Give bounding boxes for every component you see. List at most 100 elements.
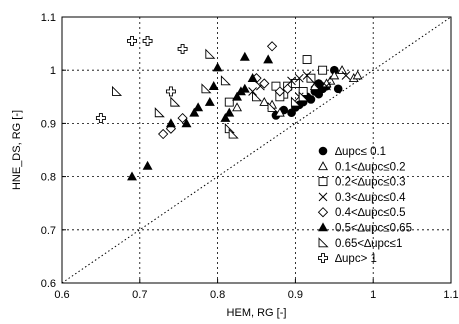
data-point-series-7 xyxy=(290,96,301,107)
data-point-series-2 xyxy=(274,107,285,117)
data-point-series-6 xyxy=(263,54,274,64)
data-point-series-4 xyxy=(287,76,296,86)
data-point-series-8 xyxy=(165,86,176,97)
data-point-series-6 xyxy=(235,86,246,96)
reference-line-y-equals-x xyxy=(61,16,452,284)
data-point-series-4 xyxy=(294,73,304,83)
data-point-series-6 xyxy=(193,102,204,112)
data-point-series-7 xyxy=(170,96,181,107)
legend-label-8: ∆upc> 1 xyxy=(335,253,377,265)
legend-marker-5 xyxy=(317,207,329,218)
y-tick-label: 1 xyxy=(50,65,56,77)
data-point-series-3 xyxy=(298,87,308,96)
data-point-series-7 xyxy=(220,75,231,86)
data-point-series-6 xyxy=(232,91,243,101)
y-tick-label: 0.7 xyxy=(41,225,56,237)
data-point-series-6 xyxy=(127,171,137,181)
data-point-series-6 xyxy=(142,160,153,170)
data-point-series-5 xyxy=(259,78,270,89)
legend-marker-1 xyxy=(318,146,328,156)
x-tick-label: 1 xyxy=(370,289,376,301)
legend-label-3: 0.2<∆upc≤0.3 xyxy=(335,177,406,189)
data-point-series-4 xyxy=(314,84,324,94)
data-point-series-8 xyxy=(127,35,137,46)
x-tick-label: 0.9 xyxy=(288,289,303,301)
data-point-series-6 xyxy=(181,118,192,128)
data-point-series-2 xyxy=(337,65,348,75)
data-point-series-4 xyxy=(302,71,312,80)
data-point-series-5 xyxy=(274,86,285,97)
data-point-series-4 xyxy=(310,79,320,88)
data-point-series-1 xyxy=(306,95,316,104)
legend-marker-8 xyxy=(318,253,328,264)
data-point-series-4 xyxy=(341,71,351,80)
data-point-series-1 xyxy=(333,84,343,94)
y-axis-label: HNE_DS, RG [-] xyxy=(11,110,23,190)
data-point-series-5 xyxy=(158,128,169,140)
data-point-series-6 xyxy=(247,73,258,82)
data-point-series-6 xyxy=(189,107,200,117)
legend-label-6: 0.5<∆upc≤0.65 xyxy=(335,223,412,235)
y-tick-label: 0.9 xyxy=(41,118,56,130)
data-point-series-2 xyxy=(259,96,270,106)
y-tick-label: 0.6 xyxy=(41,278,56,290)
data-point-series-2 xyxy=(232,102,243,112)
data-point-series-3 xyxy=(290,79,300,88)
data-point-series-7 xyxy=(201,83,212,94)
grid-lines xyxy=(62,17,451,283)
axis-ticks: 0.6 0.7 0.8 0.9 1 1.1 0.6 0.7 0.8 0.9 1 1.1 xyxy=(41,12,459,301)
legend-label-4: 0.3<∆upc≤0.4 xyxy=(335,192,406,204)
data-point-series-2 xyxy=(352,70,363,80)
data-point-series-7 xyxy=(205,48,216,59)
data-point-series-7 xyxy=(154,107,165,118)
data-point-series-8 xyxy=(142,35,153,46)
data-point-series-7 xyxy=(228,128,239,139)
legend-label-1: ∆upc≤ 0.1 xyxy=(335,146,386,158)
data-point-series-5 xyxy=(266,41,278,52)
data-point-series-6 xyxy=(212,62,223,72)
data-point-series-6 xyxy=(224,107,235,117)
data-point-series-3 xyxy=(302,55,312,65)
legend-marker-6 xyxy=(318,222,328,232)
data-point-series-4 xyxy=(322,81,331,91)
data-point-series-5 xyxy=(282,83,293,94)
data-points xyxy=(95,35,363,181)
data-point-series-7 xyxy=(252,91,263,102)
data-point-series-5 xyxy=(177,112,188,124)
y-tick-label: 0.8 xyxy=(41,172,56,184)
x-tick-label: 0.8 xyxy=(210,289,225,301)
legend-label-5: 0.4<∆upc≤0.5 xyxy=(335,207,406,219)
data-point-series-8 xyxy=(177,43,188,54)
legend-marker-2 xyxy=(318,161,328,171)
legend-marker-7 xyxy=(318,237,329,248)
data-point-series-7 xyxy=(112,85,123,96)
data-point-series-6 xyxy=(165,118,176,128)
legend-marker-4 xyxy=(318,192,328,202)
data-point-series-7 xyxy=(298,91,309,102)
x-tick-label: 0.7 xyxy=(132,289,147,301)
data-point-series-3 xyxy=(224,97,234,107)
data-point-series-6 xyxy=(204,96,215,106)
data-point-series-7 xyxy=(267,101,278,112)
x-tick-label: 1.1 xyxy=(443,289,458,301)
x-tick-label: 0.6 xyxy=(54,289,69,301)
y-tick-label: 1.1 xyxy=(41,12,56,24)
data-point-series-6 xyxy=(208,81,219,90)
legend-label-7: 0.65<∆upc≤1 xyxy=(335,238,402,250)
data-point-series-3 xyxy=(306,73,316,83)
data-point-series-6 xyxy=(239,51,250,61)
x-axis-label: HEM, RG [-] xyxy=(227,307,287,319)
data-point-series-1 xyxy=(330,65,339,75)
data-point-series-1 xyxy=(287,108,296,118)
data-point-series-8 xyxy=(95,113,106,124)
data-point-series-2 xyxy=(329,70,340,80)
legend-marker-3 xyxy=(318,177,328,187)
data-point-series-4 xyxy=(248,87,257,96)
legend: ∆upc≤ 0.1 0.1<∆upc≤0.2 0.2<∆upc≤0.3 0.3<∆up… xyxy=(317,146,412,265)
plot-frame xyxy=(61,16,452,284)
data-point-series-3 xyxy=(271,81,281,91)
data-point-series-6 xyxy=(220,112,231,122)
legend-label-2: 0.1<∆upc≤0.2 xyxy=(335,161,406,173)
data-point-series-3 xyxy=(318,65,328,75)
